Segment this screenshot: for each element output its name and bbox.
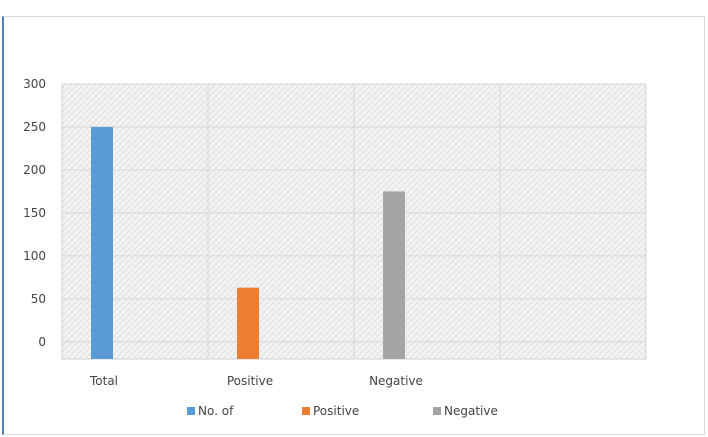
legend-swatch (187, 407, 195, 415)
legend: No. of Positive Negative (187, 404, 498, 418)
bars (91, 126, 405, 359)
y-tick-label: 100 (23, 249, 46, 263)
bar (237, 287, 259, 359)
x-axis-ticks: Total Positive Negative (89, 374, 423, 388)
y-tick-label: 150 (23, 206, 46, 220)
legend-label: No. of (198, 404, 234, 418)
y-tick-label: 300 (23, 77, 46, 91)
y-tick-label: 50 (31, 292, 46, 306)
x-tick-label: Positive (227, 374, 273, 388)
legend-label: Negative (444, 404, 498, 418)
legend-swatch (302, 407, 310, 415)
gridlines (62, 83, 646, 359)
bar (383, 191, 405, 359)
x-tick-label: Total (89, 374, 118, 388)
y-axis-ticks: 0 50 100 150 200 250 300 (23, 77, 46, 349)
y-tick-label: 0 (38, 335, 46, 349)
legend-label: Positive (313, 404, 359, 418)
x-tick-label: Negative (369, 374, 423, 388)
legend-swatch (433, 407, 441, 415)
y-tick-label: 200 (23, 163, 46, 177)
bar (91, 126, 113, 359)
y-tick-label: 250 (23, 120, 46, 134)
